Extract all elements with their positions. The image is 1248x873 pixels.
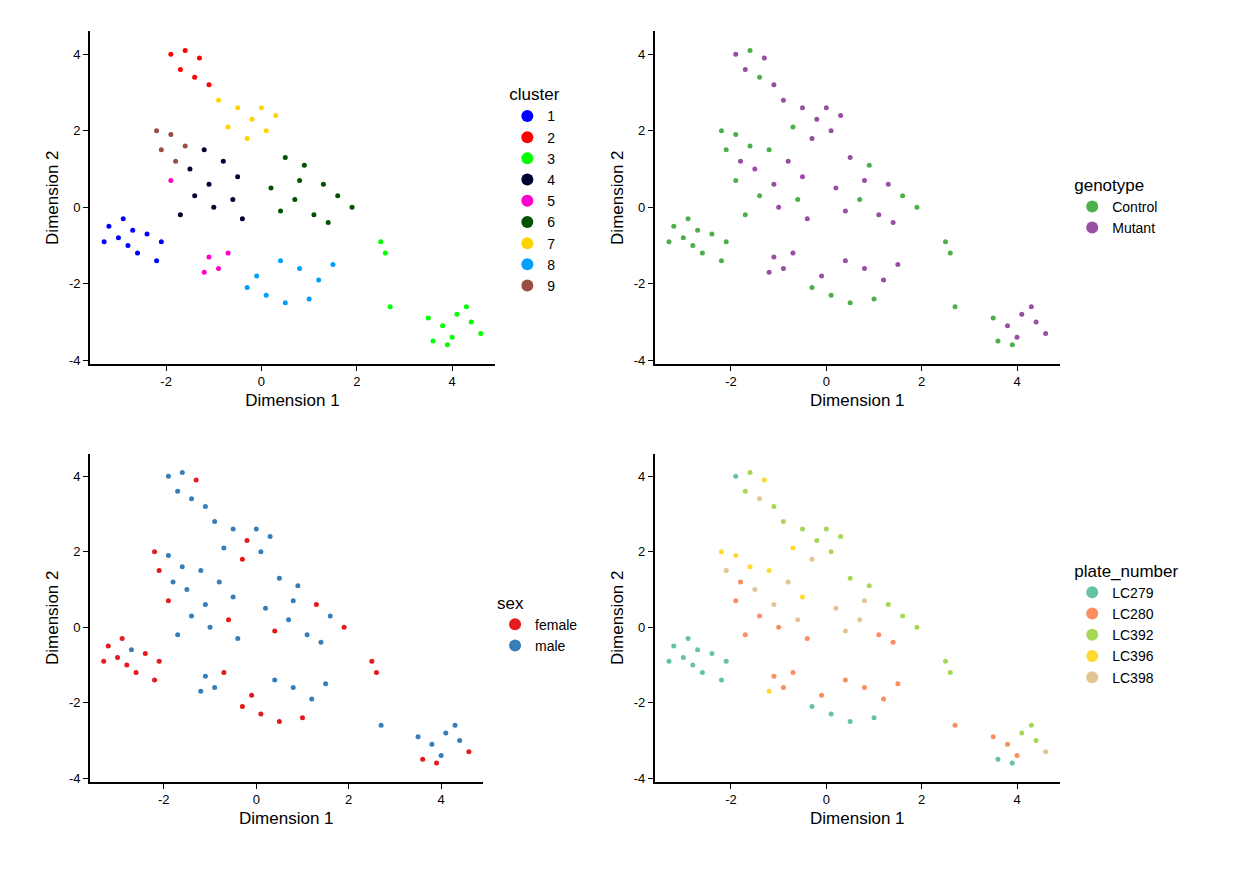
- svg-text:LC396: LC396: [1112, 648, 1153, 664]
- svg-text:2: 2: [918, 374, 925, 389]
- svg-text:2: 2: [638, 123, 645, 138]
- svg-text:0: 0: [638, 200, 645, 215]
- svg-text:LC280: LC280: [1112, 606, 1153, 622]
- svg-text:LC398: LC398: [1112, 670, 1153, 686]
- svg-text:0: 0: [73, 620, 80, 635]
- svg-text:4: 4: [438, 792, 445, 807]
- svg-text:2: 2: [918, 792, 925, 807]
- svg-text:9: 9: [547, 278, 555, 294]
- svg-text:cluster: cluster: [509, 85, 559, 104]
- svg-text:2: 2: [73, 544, 80, 559]
- svg-text:-2: -2: [160, 374, 172, 389]
- svg-text:3: 3: [547, 151, 555, 167]
- svg-text:-2: -2: [725, 792, 737, 807]
- svg-text:LC392: LC392: [1112, 627, 1153, 643]
- svg-text:2: 2: [638, 544, 645, 559]
- svg-text:7: 7: [547, 236, 555, 252]
- svg-text:4: 4: [73, 469, 80, 484]
- svg-text:4: 4: [73, 47, 80, 62]
- svg-text:Dimension 1: Dimension 1: [810, 391, 905, 410]
- svg-text:4: 4: [638, 469, 645, 484]
- svg-text:4: 4: [449, 374, 456, 389]
- svg-text:Mutant: Mutant: [1112, 220, 1155, 236]
- svg-text:4: 4: [547, 172, 555, 188]
- svg-text:-4: -4: [69, 771, 81, 786]
- svg-text:-4: -4: [634, 353, 646, 368]
- svg-text:0: 0: [73, 200, 80, 215]
- svg-text:5: 5: [547, 193, 555, 209]
- svg-text:-2: -2: [634, 695, 646, 710]
- svg-text:-2: -2: [634, 276, 646, 291]
- svg-text:sex: sex: [497, 594, 524, 613]
- svg-text:male: male: [535, 638, 566, 654]
- svg-text:2: 2: [73, 123, 80, 138]
- svg-text:genotype: genotype: [1074, 176, 1144, 195]
- svg-text:Dimension 2: Dimension 2: [43, 571, 62, 666]
- svg-text:plate_number: plate_number: [1074, 562, 1178, 581]
- svg-text:6: 6: [547, 214, 555, 230]
- svg-text:0: 0: [638, 620, 645, 635]
- svg-text:Dimension 2: Dimension 2: [608, 150, 627, 245]
- svg-text:4: 4: [1013, 374, 1020, 389]
- svg-text:Dimension 1: Dimension 1: [810, 809, 905, 828]
- svg-text:8: 8: [547, 257, 555, 273]
- svg-text:-4: -4: [69, 353, 81, 368]
- svg-text:2: 2: [547, 130, 555, 146]
- svg-text:2: 2: [345, 792, 352, 807]
- svg-text:-2: -2: [69, 276, 81, 291]
- svg-text:LC279: LC279: [1112, 585, 1153, 601]
- svg-text:Control: Control: [1112, 199, 1157, 215]
- svg-text:-4: -4: [634, 771, 646, 786]
- svg-text:Dimension 2: Dimension 2: [608, 571, 627, 666]
- svg-text:female: female: [535, 617, 577, 633]
- svg-text:4: 4: [638, 47, 645, 62]
- svg-text:0: 0: [823, 792, 830, 807]
- svg-text:0: 0: [258, 374, 265, 389]
- svg-text:2: 2: [353, 374, 360, 389]
- svg-text:0: 0: [823, 374, 830, 389]
- svg-text:Dimension 2: Dimension 2: [43, 150, 62, 245]
- svg-text:-2: -2: [725, 374, 737, 389]
- svg-text:4: 4: [1013, 792, 1020, 807]
- svg-text:Dimension 1: Dimension 1: [239, 809, 334, 828]
- svg-text:-2: -2: [69, 695, 81, 710]
- svg-text:Dimension 1: Dimension 1: [245, 391, 340, 410]
- svg-text:0: 0: [253, 792, 260, 807]
- svg-text:-2: -2: [158, 792, 170, 807]
- svg-text:1: 1: [547, 108, 555, 124]
